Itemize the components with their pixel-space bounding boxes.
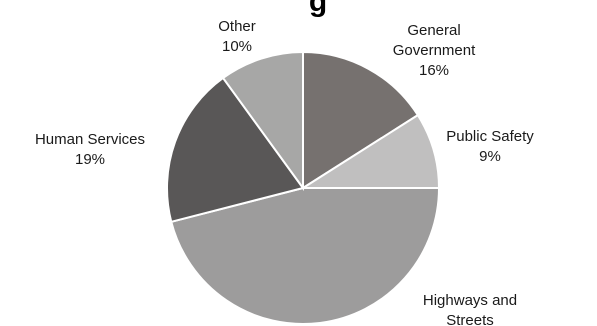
slice-name-line: Public Safety xyxy=(446,128,534,145)
pie-slice-human-services xyxy=(166,76,305,224)
slice-name-line: Streets xyxy=(446,312,494,326)
slice-name-line: Highways and xyxy=(423,292,517,309)
slice-name-line: Other xyxy=(218,18,256,35)
pie-slice-general-government xyxy=(302,50,420,190)
slice-percent: 16% xyxy=(419,62,449,79)
slice-label-other: Other 10% xyxy=(218,18,256,55)
slice-percent: 19% xyxy=(75,151,105,168)
slice-percent: 9% xyxy=(479,148,501,165)
chart-title: g xyxy=(309,0,327,18)
pie-slices xyxy=(166,50,441,325)
slice-name-line: General xyxy=(407,22,460,39)
pie-slice-other xyxy=(221,50,304,192)
pie-labels: General Government 16% Public Safety 9% Highw… xyxy=(35,18,534,326)
slice-name-line: Government xyxy=(393,42,476,59)
slice-label-highways-and-streets: Highways and Streets xyxy=(423,292,517,326)
slice-name-line: Human Services xyxy=(35,131,145,148)
slice-label-human-services: Human Services 19% xyxy=(35,131,145,168)
slice-percent: 10% xyxy=(222,38,252,55)
pie-slice-highways-and-streets xyxy=(170,187,441,325)
slice-label-general-government: General Government 16% xyxy=(393,22,476,79)
slice-label-public-safety: Public Safety 9% xyxy=(446,128,534,165)
